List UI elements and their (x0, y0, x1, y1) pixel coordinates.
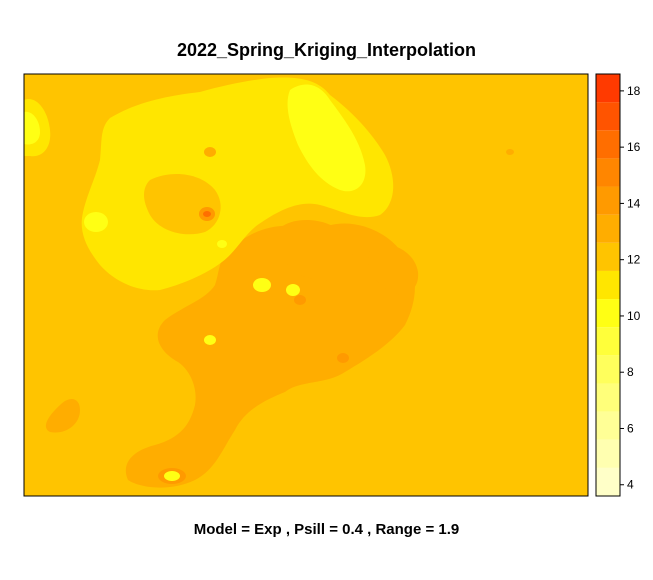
contour-zone (286, 284, 300, 296)
colorbar-tick-label: 14 (627, 196, 641, 210)
contour-zone (125, 223, 415, 488)
contour-zone (506, 149, 514, 155)
colorbar-border (595, 73, 621, 497)
contour-zone (367, 243, 419, 295)
contour-zone (145, 154, 159, 170)
colorbar-swatch (596, 102, 620, 131)
colorbar-swatch (596, 299, 620, 328)
colorbar-tick-label: 16 (627, 140, 641, 154)
colorbar-swatch (596, 270, 620, 300)
colorbar-swatch (596, 327, 620, 356)
contour-zone (203, 211, 211, 217)
colorbar-swatch (596, 214, 620, 243)
colorbar-tick-label: 4 (627, 478, 634, 492)
colorbar-swatch (596, 355, 620, 384)
colorbar-tick-label: 18 (627, 84, 641, 98)
contour-zone (294, 295, 306, 305)
contour-zone (164, 471, 180, 481)
contour-zone (45, 398, 80, 433)
colorbar-swatch (596, 242, 620, 271)
colorbar-swatch (596, 74, 620, 103)
chart-subtitle: Model = Exp , Psill = 0.4 , Range = 1.9 (193, 521, 460, 538)
colorbar-swatch (596, 411, 620, 440)
colorbar-axis: 4 6 8 10 12 14 16 18 (620, 84, 641, 492)
colorbar-swatch (596, 130, 620, 159)
colorbar-swatch (596, 383, 620, 412)
contour-zone (24, 111, 40, 145)
colorbar-tick-label: 10 (627, 309, 641, 323)
contour-zone (84, 212, 108, 232)
contour-zone (217, 240, 227, 248)
colorbar-tick-label: 6 (627, 421, 634, 435)
colorbar-swatch (596, 467, 620, 496)
contour-zone (144, 174, 221, 235)
colorbar-swatch (596, 186, 620, 215)
contour-zone (287, 84, 366, 192)
colorbar-tick-label: 8 (627, 365, 634, 379)
contour-zone (204, 147, 216, 157)
colorbar-swatch (596, 158, 620, 187)
colorbar (596, 74, 620, 496)
contour-zone (253, 278, 271, 292)
chart-title: 2022_Spring_Kriging_Interpolation (176, 40, 477, 60)
plot-border (23, 73, 589, 497)
contour-zone (280, 219, 353, 281)
contour-zone (204, 335, 216, 345)
colorbar-tick-label: 12 (627, 253, 641, 267)
contour-zone (337, 353, 349, 363)
colorbar-swatch (596, 439, 620, 468)
